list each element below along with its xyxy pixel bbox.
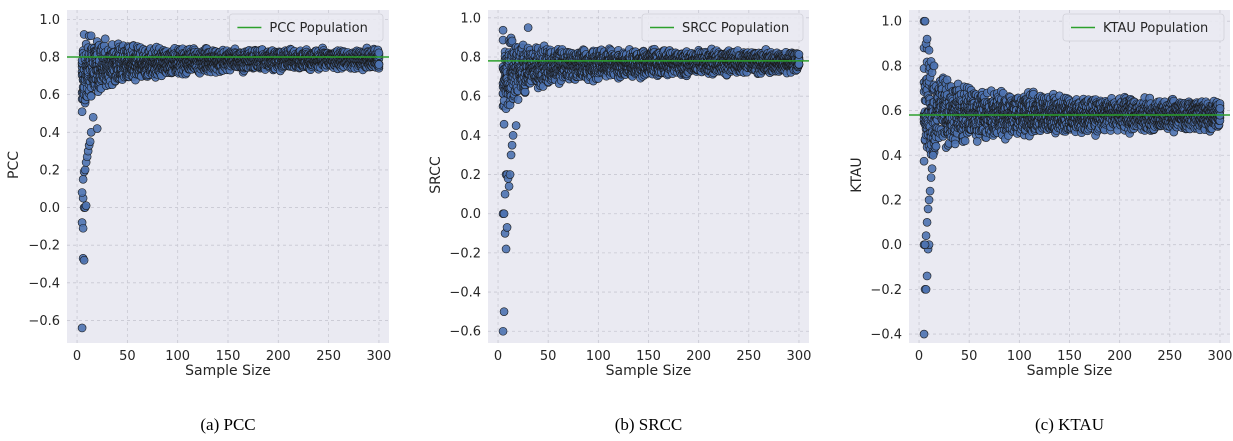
y-tick-label: 0.8 (460, 51, 481, 66)
data-point (499, 119, 509, 129)
legend-label: PCC Population (269, 21, 367, 36)
data-point (78, 223, 88, 233)
data-point (77, 323, 87, 333)
y-tick-label: 0.2 (39, 163, 60, 178)
y-tick-label: 0.6 (460, 90, 481, 105)
data-point (374, 60, 384, 69)
x-tick-label: 200 (266, 349, 291, 364)
x-tick-label: 100 (586, 349, 611, 364)
x-tick-label: 150 (636, 349, 661, 364)
chart-panel-pcc: −0.6 −0.4 −0.2 0.0 0.2 0.4 0.6 0.8 1.0 0 50 100 150 2… (6, 10, 391, 434)
y-tick-label: 0.8 (39, 51, 60, 66)
x-tick-label: 0 (494, 349, 502, 364)
data-point (374, 48, 384, 58)
data-point (79, 255, 89, 265)
x-axis-label: Sample Size (185, 363, 271, 379)
scatter-points (77, 30, 384, 333)
y-tick-label: 1.0 (39, 13, 60, 28)
y-tick-label: −0.4 (28, 276, 60, 291)
y-tick-label: 0.4 (460, 129, 481, 144)
data-point (86, 91, 96, 101)
data-point (88, 112, 98, 122)
data-point (77, 188, 87, 197)
x-tick-label: 250 (736, 349, 761, 364)
y-axis-label: PCC (6, 151, 22, 179)
y-tick-label: −0.2 (28, 239, 60, 254)
panel-caption: (a) PCC (200, 415, 255, 434)
data-point (513, 95, 523, 104)
y-tick-label: −0.2 (449, 246, 481, 261)
x-tick-label: 0 (73, 349, 81, 364)
y-tick-label: 0.4 (39, 126, 60, 141)
data-point (77, 107, 87, 116)
legend: PCC Population (228, 13, 384, 42)
data-point (100, 34, 110, 44)
x-tick-label: 100 (165, 349, 190, 364)
y-tick-label: 0.0 (39, 201, 60, 216)
data-point (92, 124, 102, 133)
y-tick-label: 0.0 (460, 207, 481, 222)
x-tick-label: 250 (316, 349, 341, 364)
chart-panel-srcc: −0.6 −0.4 −0.2 0.0 0.2 0.4 0.6 0.8 1.0 0 50 100 150 2… (428, 10, 811, 434)
y-tick-label: 1.0 (460, 11, 481, 26)
y-tick-label: 0.2 (460, 168, 481, 183)
x-tick-label: 150 (216, 349, 241, 364)
x-tick-label: 300 (367, 349, 392, 364)
data-point (78, 175, 88, 184)
y-tick-label: −0.4 (449, 286, 481, 301)
x-tick-label: 200 (686, 349, 711, 364)
x-tick-label: 50 (540, 349, 557, 364)
y-tick-label: −0.6 (28, 314, 60, 329)
data-point (85, 137, 95, 146)
data-point (498, 25, 508, 35)
data-point (86, 31, 96, 41)
y-tick-label: −0.6 (449, 325, 481, 340)
x-tick-label: 300 (787, 349, 812, 364)
y-tick-label: 0.6 (39, 88, 60, 103)
data-point (80, 165, 90, 175)
data-point (81, 201, 91, 210)
x-tick-label: 50 (119, 349, 136, 364)
